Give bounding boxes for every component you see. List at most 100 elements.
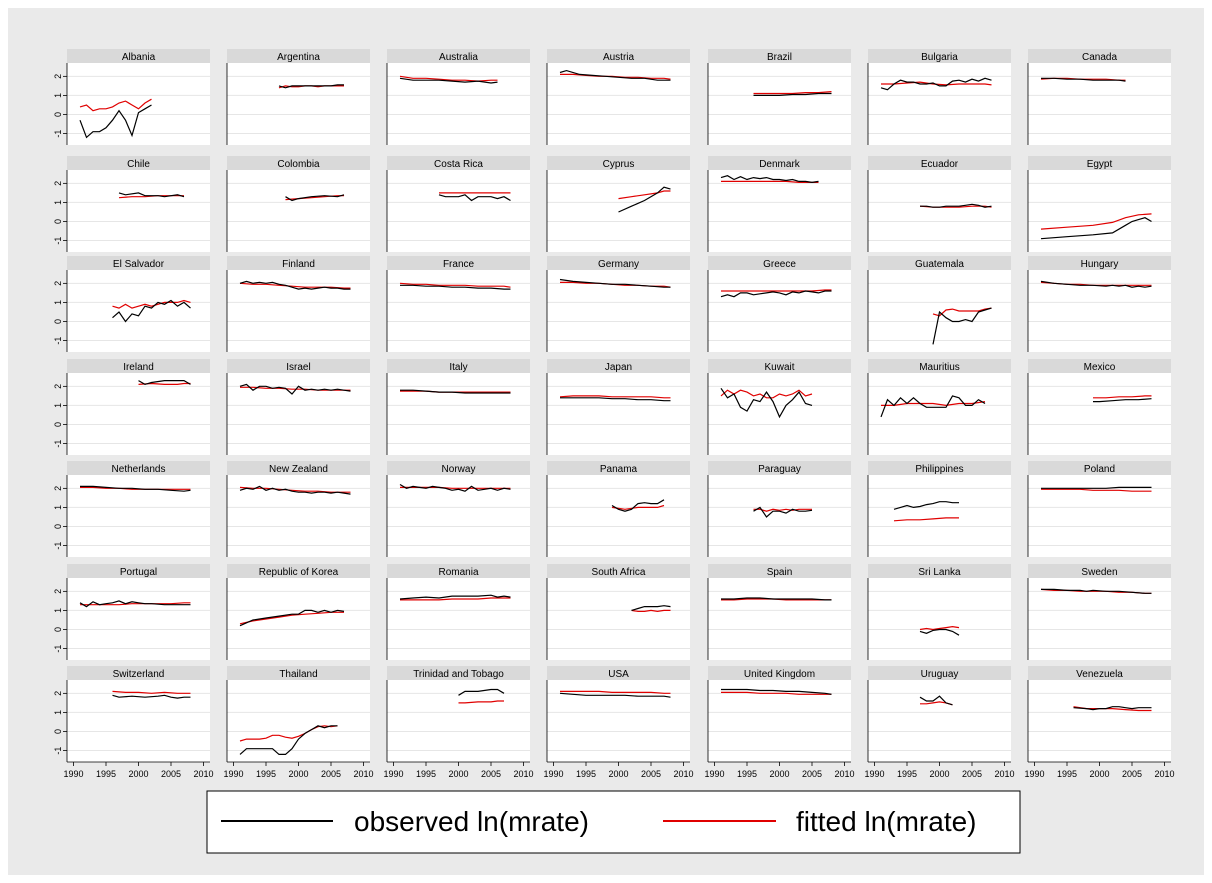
panel-ecuador: Ecuador [867,156,1011,252]
panel-strip [708,666,851,680]
panel-strip [227,256,370,270]
panel-title: Ecuador [921,159,959,170]
panel-title: Italy [449,362,467,373]
series-line-fitted [79,98,152,112]
y-tick-label: 2 [53,181,63,186]
x-tick-label: 2010 [513,769,533,779]
y-tick-label: -1 [53,747,63,755]
panel-brazil: Brazil [707,49,851,145]
panel-strip [227,49,370,63]
series-line-observed [278,84,344,89]
panel-strip [547,256,690,270]
panel-title: Austria [603,52,635,63]
panel-strip [227,156,370,170]
panel-title: Switzerland [113,669,165,680]
panel-title: Colombia [277,159,320,170]
series-line-fitted [631,609,671,613]
panel-title: Venezuela [1076,669,1123,680]
panel-strip [547,564,690,578]
panel-title: Trinidad and Tobago [413,669,504,680]
panel-plot-area [868,475,1011,557]
panel-argentina: Argentina [226,49,370,145]
x-tick-label: 1995 [897,769,917,779]
panel-uruguay: Uruguay 1990 1995 2000 2005 2010 [864,666,1015,779]
panel-title: Netherlands [112,464,166,475]
series-line-fitted [881,81,992,86]
panel-plot-area [227,680,370,762]
series-line-fitted [720,389,813,399]
panel-title: New Zealand [269,464,328,475]
panel-finland: Finland [226,256,370,352]
panel-strip [1028,564,1171,578]
panel-kuwait: Kuwait [707,359,851,455]
panel-title: Chile [127,159,150,170]
series-line-observed [80,485,191,492]
panel-strip [227,666,370,680]
panel-plot-area [547,170,690,252]
panel-japan: Japan [546,359,690,455]
x-tick-label: 2010 [994,769,1014,779]
panel-plot-area [708,63,851,145]
panel-strip [1028,359,1171,373]
panel-philippines: Philippines [867,461,1011,557]
panel-albania: Albania -1 0 1 2 [53,49,210,145]
panel-france: France [386,256,530,352]
panel-costa-rica: Costa Rica [386,156,530,252]
series-line-observed [1093,398,1152,403]
panel-strip [868,256,1011,270]
panel-plot-area [1028,373,1171,455]
panel-strip [547,666,690,680]
x-tick-label: 1995 [1057,769,1077,779]
y-tick-label: 2 [53,74,63,79]
panel-new-zealand: New Zealand [226,461,370,557]
panel-plot-area [1028,680,1171,762]
series-line-observed [1041,588,1152,594]
x-tick-label: 2005 [161,769,181,779]
series-line-fitted [721,289,832,292]
series-line-observed [631,605,671,611]
panel-strip [67,359,210,373]
series-line-observed [721,688,832,695]
y-tick-label: 0 [53,219,63,224]
panel-strip [868,666,1011,680]
x-tick-label: 2000 [448,769,468,779]
panel-strip [1028,461,1171,475]
y-tick-label: 2 [53,691,63,696]
series-line-fitted [618,190,671,200]
panel-mexico: Mexico [1027,359,1171,455]
panel-guatemala: Guatemala [867,256,1011,352]
x-tick-label: 2010 [193,769,213,779]
panel-title: Canada [1082,52,1117,63]
panel-strip [708,49,851,63]
panel-bulgaria: Bulgaria [867,49,1011,145]
x-tick-label: 2010 [353,769,373,779]
panel-strip [547,156,690,170]
panel-paraguay: Paraguay [707,461,851,557]
x-tick-label: 1995 [737,769,757,779]
panel-usa: USA 1990 1995 2000 2005 2010 [543,666,694,779]
panel-poland: Poland [1027,461,1171,557]
y-tick-label: 2 [53,589,63,594]
panel-title: Mauritius [919,362,960,373]
panel-strip [387,49,530,63]
panel-plot-area [708,373,851,455]
y-tick-label: -1 [53,542,63,550]
panel-strip [1028,666,1171,680]
panel-title: Costa Rica [434,159,483,170]
x-tick-label: 1990 [63,769,83,779]
panel-strip [547,461,690,475]
y-tick-label: 0 [53,524,63,529]
panel-strip [708,256,851,270]
series-line-observed [618,186,671,213]
panel-plot-area [227,170,370,252]
panel-strip [387,461,530,475]
y-tick-label: -1 [53,130,63,138]
panel-title: Ireland [123,362,154,373]
panel-plot-area [387,373,530,455]
panel-netherlands: Netherlands -1 0 1 2 [53,461,210,557]
panel-spain: Spain [707,564,851,660]
x-tick-label: 1990 [543,769,563,779]
y-tick-label: 1 [53,608,63,613]
panel-title: Spain [767,567,793,578]
